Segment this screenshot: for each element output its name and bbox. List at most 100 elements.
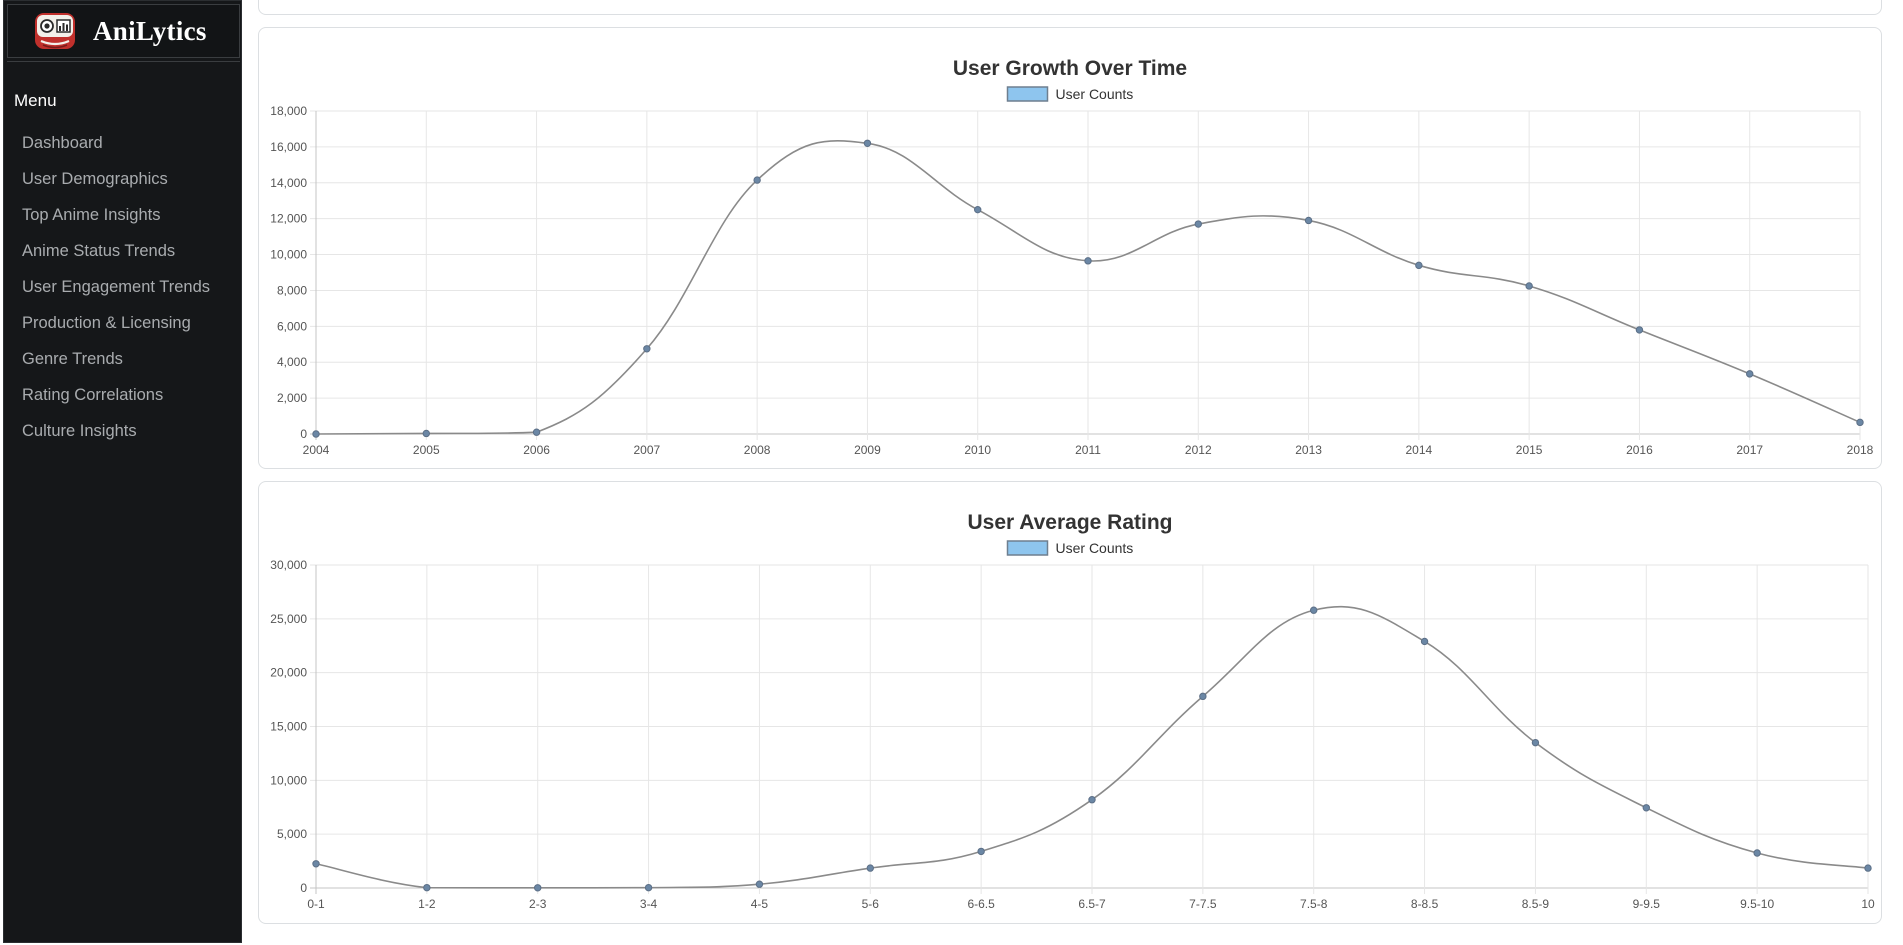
x-tick-label: 9-9.5 — [1633, 897, 1661, 911]
x-tick-label: 2016 — [1626, 443, 1653, 457]
x-tick-label: 2015 — [1516, 443, 1543, 457]
data-point[interactable] — [755, 880, 764, 888]
data-point[interactable] — [1420, 637, 1429, 646]
x-tick-label: 2017 — [1736, 443, 1763, 457]
sidebar-menu: Dashboard User Demographics Top Anime In… — [22, 133, 210, 457]
y-tick-label: 15,000 — [270, 720, 307, 734]
data-point[interactable] — [532, 428, 541, 436]
y-tick-label: 20,000 — [270, 666, 307, 680]
x-tick-label: 9.5-10 — [1740, 897, 1774, 911]
x-tick-label: 2013 — [1295, 443, 1322, 457]
series-line — [315, 605, 1869, 889]
divider — [7, 61, 240, 62]
x-tick-label: 2014 — [1406, 443, 1433, 457]
data-point[interactable] — [974, 205, 982, 214]
y-tick-label: 16,000 — [270, 140, 307, 154]
data-point[interactable] — [1856, 418, 1864, 427]
user-growth-chart[interactable]: User Growth Over Time User Counts 0 2,000 4,… — [259, 28, 1881, 468]
logo-bar[interactable]: AniLytics — [7, 4, 240, 58]
x-tick-label: 5-6 — [862, 897, 880, 911]
previous-chart-card — [258, 0, 1882, 15]
data-point[interactable] — [422, 429, 430, 438]
chart-title: User Growth Over Time — [953, 57, 1187, 80]
data-point[interactable] — [1304, 216, 1313, 225]
data-point[interactable] — [312, 860, 320, 868]
y-tick-label: 0 — [300, 881, 307, 895]
x-tick-label: 2009 — [854, 443, 881, 457]
sidebar: AniLytics Menu Dashboard User Demographi… — [3, 0, 242, 943]
data-point[interactable] — [977, 847, 985, 856]
sidebar-item-genre-trends[interactable]: Genre Trends — [22, 350, 123, 368]
y-tick-label: 6,000 — [277, 319, 307, 333]
sidebar-item-production-licensing[interactable]: Production & Licensing — [22, 314, 191, 332]
anilytics-logo-icon — [35, 13, 75, 49]
data-point[interactable] — [866, 864, 874, 872]
y-tick-label: 10,000 — [270, 248, 307, 262]
x-tick-label: 1-2 — [418, 897, 436, 911]
x-tick-label: 10 — [1861, 897, 1875, 911]
legend-label: User Counts — [1056, 540, 1134, 556]
y-tick-label: 30,000 — [270, 558, 307, 572]
data-point[interactable] — [1084, 257, 1092, 265]
legend-swatch — [1006, 540, 1049, 556]
chart-title: User Average Rating — [967, 511, 1172, 534]
data-point[interactable] — [1864, 864, 1872, 872]
y-tick-label: 2,000 — [277, 391, 307, 405]
legend-label: User Counts — [1056, 86, 1134, 102]
x-tick-label: 2011 — [1075, 443, 1101, 457]
y-tick-label: 10,000 — [270, 773, 307, 787]
sidebar-item-top-anime-insights[interactable]: Top Anime Insights — [22, 206, 161, 224]
data-point[interactable] — [1088, 796, 1096, 804]
x-tick-label: 6-6.5 — [967, 897, 995, 911]
x-tick-label: 2005 — [413, 443, 440, 457]
data-point[interactable] — [1642, 804, 1650, 812]
y-tick-label: 14,000 — [270, 176, 307, 190]
user-average-rating-chart[interactable]: User Average Rating User Counts 0 5,000 10,0… — [259, 482, 1881, 923]
data-point[interactable] — [1525, 282, 1533, 290]
user-growth-chart-card: User Growth Over Time User Counts 0 2,000 4,… — [258, 27, 1882, 469]
y-tick-label: 25,000 — [270, 612, 307, 626]
data-point[interactable] — [643, 345, 651, 353]
x-tick-label: 7-7.5 — [1189, 897, 1217, 911]
x-tick-label: 2018 — [1847, 443, 1874, 457]
y-tick-label: 4,000 — [277, 355, 307, 369]
sidebar-item-anime-status-trends[interactable]: Anime Status Trends — [22, 242, 176, 260]
sidebar-item-dashboard[interactable]: Dashboard — [22, 134, 103, 152]
user-average-rating-chart-card: User Average Rating User Counts 0 5,000 10,0… — [258, 481, 1882, 924]
sidebar-item-user-demographics[interactable]: User Demographics — [22, 170, 168, 188]
series-line — [315, 139, 1861, 435]
x-tick-label: 8.5-9 — [1522, 897, 1550, 911]
data-point[interactable] — [1199, 692, 1207, 701]
data-point[interactable] — [863, 139, 872, 148]
data-point[interactable] — [423, 883, 431, 892]
x-tick-label: 6.5-7 — [1078, 897, 1106, 911]
data-point[interactable] — [1531, 738, 1540, 747]
sidebar-item-rating-correlations[interactable]: Rating Correlations — [22, 386, 164, 404]
y-tick-label: 12,000 — [270, 212, 307, 226]
x-tick-label: 7.5-8 — [1300, 897, 1328, 911]
x-tick-label: 2-3 — [529, 897, 547, 911]
data-point[interactable] — [753, 176, 761, 184]
x-tick-label: 8-8.5 — [1411, 897, 1439, 911]
menu-title: Menu — [14, 91, 57, 110]
data-point[interactable] — [1310, 606, 1318, 614]
x-tick-label: 2012 — [1185, 443, 1212, 457]
data-point[interactable] — [1746, 370, 1754, 378]
x-tick-label: 3-4 — [640, 897, 658, 911]
x-tick-label: 2006 — [523, 443, 550, 457]
y-tick-label: 8,000 — [277, 283, 307, 297]
data-point[interactable] — [312, 430, 320, 438]
x-tick-label: 2007 — [634, 443, 661, 457]
data-point[interactable] — [1194, 220, 1202, 228]
sidebar-item-user-engagement-trends[interactable]: User Engagement Trends — [22, 278, 211, 296]
x-tick-label: 2008 — [744, 443, 771, 457]
data-point[interactable] — [1635, 326, 1644, 334]
sidebar-item-culture-insights[interactable]: Culture Insights — [22, 422, 137, 440]
y-tick-label: 5,000 — [277, 827, 307, 841]
x-tick-label: 4-5 — [751, 897, 769, 911]
y-tick-label: 0 — [300, 427, 307, 441]
data-point[interactable] — [1753, 849, 1761, 857]
data-point[interactable] — [644, 883, 653, 892]
data-point[interactable] — [1415, 261, 1423, 270]
data-point[interactable] — [534, 884, 542, 892]
